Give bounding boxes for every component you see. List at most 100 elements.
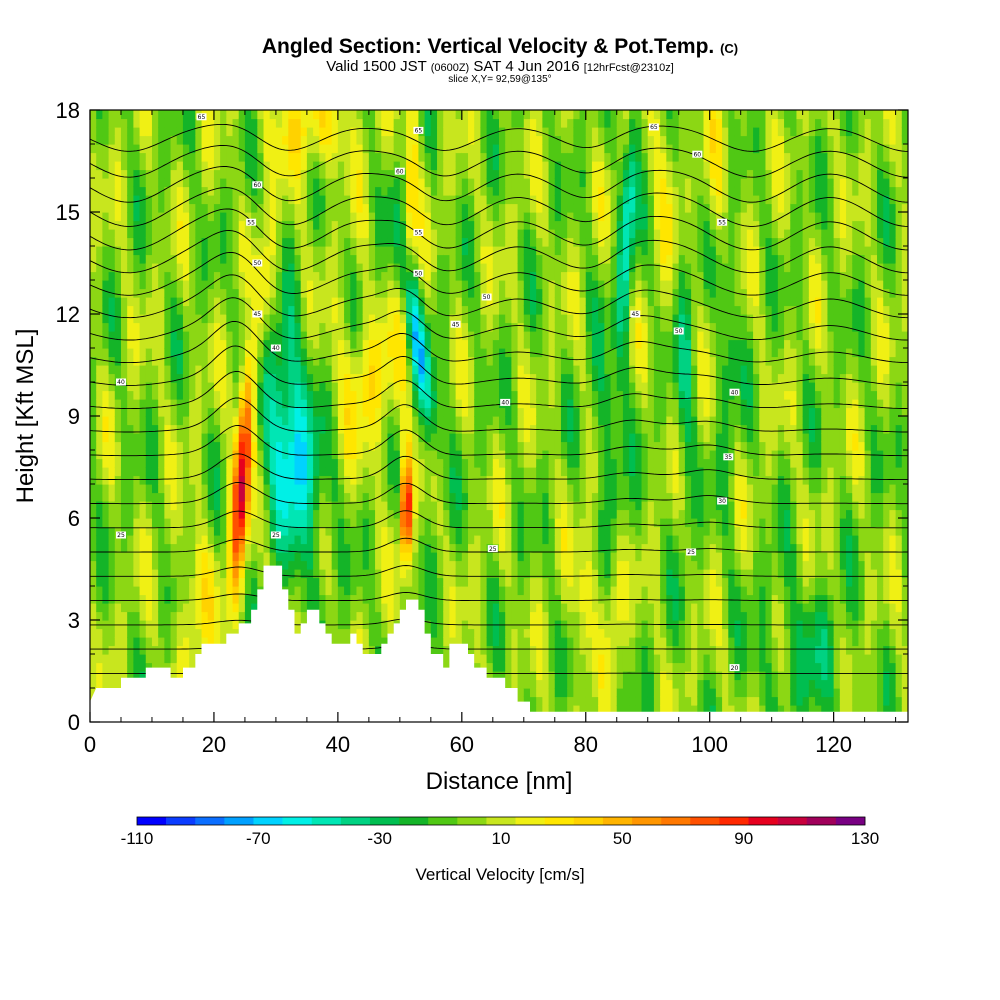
velocity-cell <box>344 475 351 485</box>
velocity-cell <box>269 441 277 451</box>
velocity-cell <box>120 518 128 528</box>
velocity-cell <box>492 492 500 502</box>
velocity-cell <box>505 450 512 460</box>
velocity-cell <box>468 390 475 400</box>
velocity-cell <box>195 467 203 477</box>
velocity-cell <box>362 569 370 579</box>
velocity-cell <box>468 263 475 273</box>
velocity-cell <box>238 110 246 120</box>
velocity-cell <box>158 424 165 434</box>
velocity-cell <box>114 280 122 290</box>
velocity-cell <box>480 152 488 162</box>
velocity-cell <box>393 186 401 196</box>
velocity-cell <box>238 467 246 477</box>
velocity-cell <box>486 424 494 434</box>
velocity-cell <box>455 161 463 171</box>
velocity-cell <box>275 518 283 528</box>
velocity-cell <box>164 152 172 162</box>
velocity-cell <box>102 671 110 681</box>
velocity-cell <box>182 390 190 400</box>
velocity-cell <box>145 203 153 213</box>
velocity-cell <box>430 152 438 162</box>
velocity-cell <box>424 161 432 171</box>
velocity-cell <box>244 416 252 426</box>
velocity-cell <box>381 297 389 307</box>
velocity-cell <box>344 390 351 400</box>
velocity-cell <box>461 314 469 324</box>
velocity-cell <box>381 331 389 341</box>
velocity-cell <box>158 637 165 647</box>
velocity-cell <box>443 212 451 222</box>
velocity-cell <box>313 535 320 545</box>
velocity-cell <box>449 407 457 417</box>
velocity-cell <box>474 560 482 570</box>
velocity-cell <box>511 297 519 307</box>
velocity-cell <box>294 594 302 604</box>
velocity-cell <box>282 526 289 536</box>
velocity-cell <box>356 212 364 222</box>
velocity-cell <box>139 365 147 375</box>
velocity-cell <box>158 501 165 511</box>
velocity-cell <box>238 365 246 375</box>
plot-area: 2540254045505560656065555045504025656055… <box>90 110 908 722</box>
velocity-cell <box>251 390 258 400</box>
velocity-cell <box>195 152 203 162</box>
velocity-cell <box>381 212 389 222</box>
velocity-cell <box>176 518 184 528</box>
velocity-cell <box>461 365 469 375</box>
velocity-cell <box>306 365 314 375</box>
velocity-cell <box>430 535 438 545</box>
velocity-cell <box>102 373 110 383</box>
velocity-cell <box>170 127 178 137</box>
velocity-cell <box>269 271 277 281</box>
velocity-cell <box>232 169 240 179</box>
velocity-cell <box>213 203 221 213</box>
velocity-cell <box>189 271 196 281</box>
velocity-cell <box>294 161 302 171</box>
velocity-cell <box>114 297 122 307</box>
velocity-cell <box>220 407 227 417</box>
velocity-cell <box>387 569 395 579</box>
velocity-cell <box>96 662 103 672</box>
velocity-cell <box>350 467 358 477</box>
velocity-cell <box>424 110 432 120</box>
velocity-cell <box>269 365 277 375</box>
velocity-cell <box>226 288 234 298</box>
velocity-cell <box>337 203 345 213</box>
velocity-cell <box>263 407 271 417</box>
velocity-cell <box>449 220 457 230</box>
velocity-cell <box>325 467 333 477</box>
velocity-cell <box>213 161 221 171</box>
velocity-cell <box>133 594 141 604</box>
velocity-cell <box>387 220 395 230</box>
velocity-cell <box>337 475 345 485</box>
velocity-cell <box>182 288 190 298</box>
velocity-cell <box>350 203 358 213</box>
velocity-cell <box>356 203 364 213</box>
velocity-cell <box>480 484 488 494</box>
velocity-cell <box>337 501 345 511</box>
velocity-cell <box>145 535 153 545</box>
velocity-cell <box>387 450 395 460</box>
velocity-cell <box>393 237 401 247</box>
velocity-cell <box>282 518 289 528</box>
velocity-cell <box>449 348 457 358</box>
velocity-cell <box>164 577 172 587</box>
velocity-cell <box>133 203 141 213</box>
velocity-cell <box>375 645 382 655</box>
velocity-cell <box>449 118 457 128</box>
velocity-cell <box>362 577 370 587</box>
velocity-cell <box>337 144 345 154</box>
velocity-cell <box>164 161 172 171</box>
velocity-cell <box>263 339 271 349</box>
velocity-cell <box>455 382 463 392</box>
velocity-cell <box>201 577 209 587</box>
velocity-cell <box>139 637 147 647</box>
velocity-cell <box>294 271 302 281</box>
velocity-cell <box>511 152 519 162</box>
velocity-cell <box>499 645 506 655</box>
velocity-cell <box>313 518 320 528</box>
velocity-cell <box>257 509 265 519</box>
velocity-cell <box>176 246 184 256</box>
velocity-cell <box>275 560 283 570</box>
